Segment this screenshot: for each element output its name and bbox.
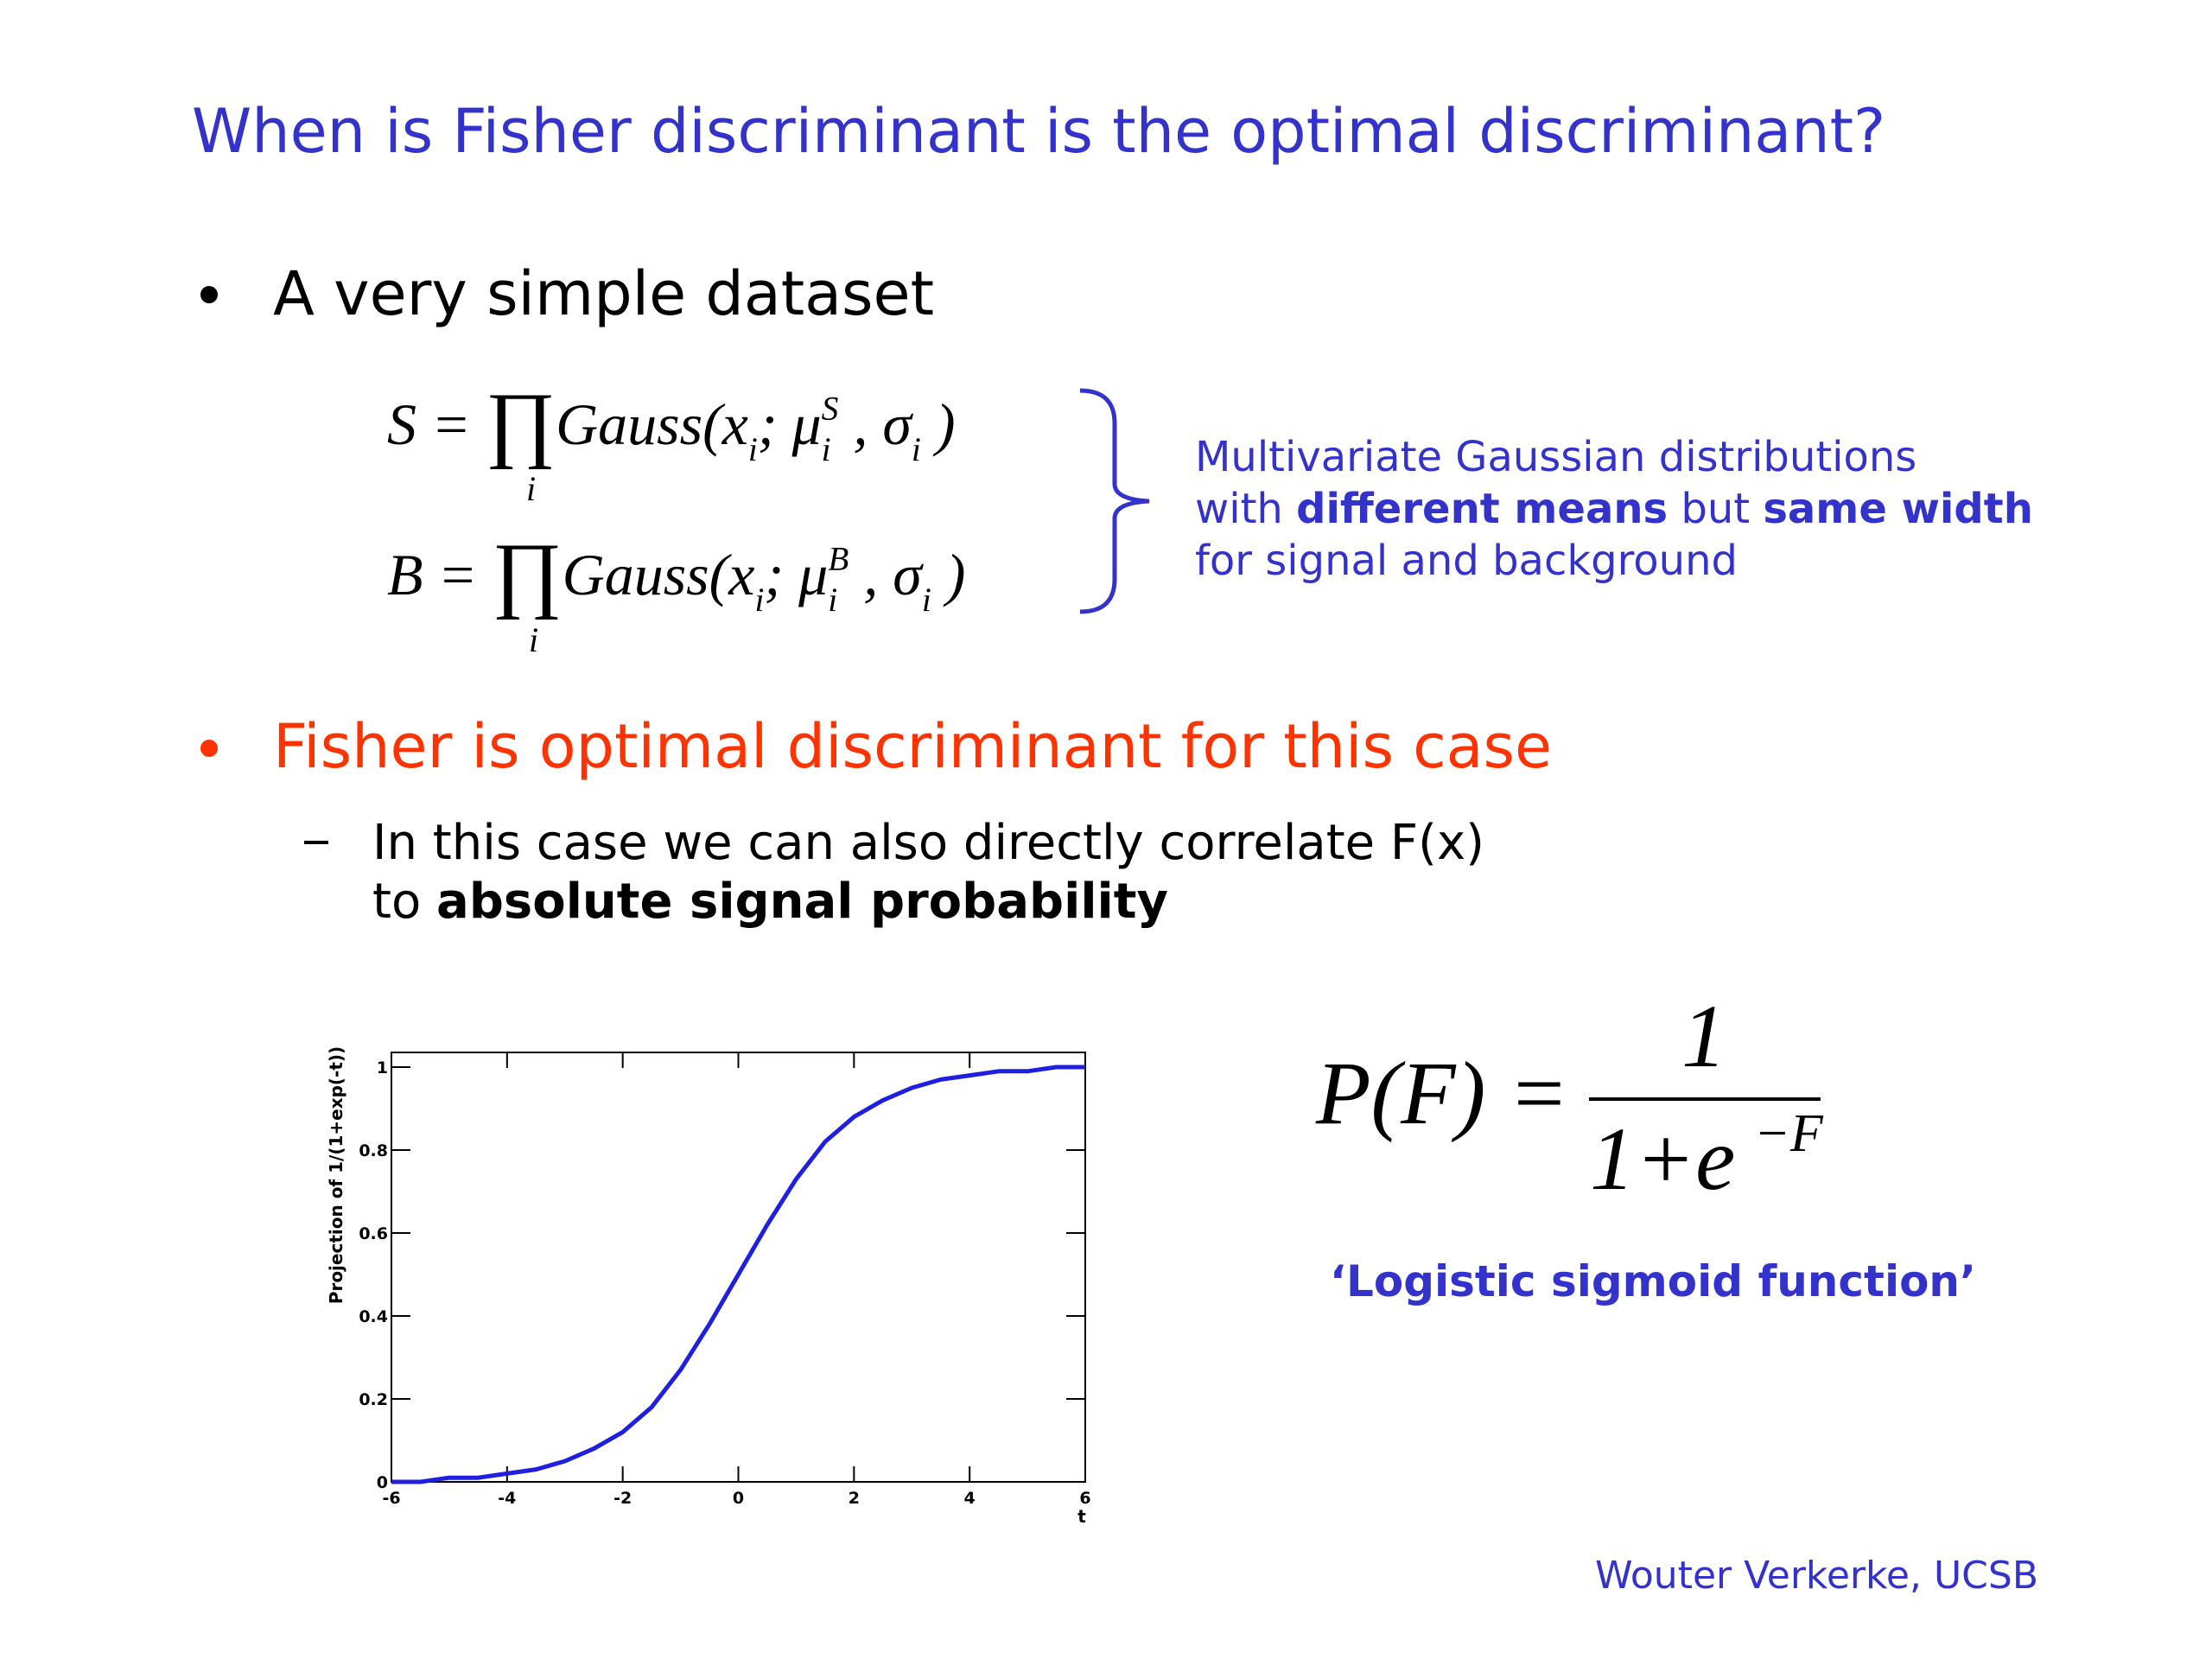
x-tick-label: -2 <box>613 1489 632 1508</box>
x-tick-label: 2 <box>849 1489 860 1508</box>
formula-exponent: −F <box>1754 1104 1824 1163</box>
formula-lhs: P(F) = <box>1315 1044 1569 1143</box>
text-run: i <box>912 430 921 468</box>
formula: S = ∏Gauss(xi; μiS , σi ) <box>387 376 956 470</box>
formula-denominator: 1+e <box>1590 1109 1735 1209</box>
bullet-text: A very simple dataset <box>273 258 934 329</box>
brace <box>1079 388 1150 614</box>
text-run: ∏ <box>492 526 562 620</box>
footer: Wouter Verkerke, UCSB <box>1595 1554 2038 1598</box>
y-tick-label: 0.8 <box>359 1141 388 1160</box>
text-run: i <box>754 581 764 619</box>
text-run: ) <box>931 542 966 607</box>
y-tick-label: 0.4 <box>359 1307 388 1326</box>
text-run: absolute signal probability <box>436 874 1168 930</box>
text-run: i <box>828 581 837 619</box>
text-run: i <box>822 430 831 468</box>
text-run: B = <box>387 542 492 607</box>
x-tick-label: 6 <box>1079 1489 1090 1508</box>
slide-title: When is Fisher discriminant is the optim… <box>192 96 1885 167</box>
y-tick-label: 0.2 <box>359 1390 388 1409</box>
text-run: with <box>1195 485 1296 533</box>
product-index: i <box>526 469 536 508</box>
x-tick-label: 4 <box>964 1489 976 1508</box>
text-run: , σ <box>838 391 913 457</box>
text-run: i <box>748 430 758 468</box>
x-tick-label: 0 <box>733 1489 744 1508</box>
text-run: Multivariate Gaussian distributions <box>1195 433 1916 481</box>
note-line: with different means but same width <box>1195 485 2033 533</box>
text-run: S <box>822 389 839 427</box>
note-line: for signal and background <box>1195 537 1738 585</box>
x-tick-label: -6 <box>382 1489 400 1508</box>
bullet-dot <box>200 286 218 303</box>
text-run: different means <box>1296 485 1668 533</box>
formula-numerator: 1 <box>1681 987 1726 1086</box>
y-tick-label: 1 <box>377 1058 388 1077</box>
text-run: i <box>922 581 931 619</box>
x-axis-label: t <box>1077 1506 1086 1527</box>
text-run: ∏ <box>486 376 556 470</box>
text-run: Gauss(x <box>563 542 755 607</box>
text-run: ; μ <box>764 542 828 607</box>
bullet-text: Fisher is optimal discriminant for this … <box>273 711 1552 782</box>
text-run: ) <box>921 391 956 457</box>
y-tick-label: 0.6 <box>359 1224 388 1243</box>
text-run: to <box>372 874 436 930</box>
y-tick-label: 0 <box>377 1473 388 1492</box>
text-run: In this case we can also directly correl… <box>372 815 1484 871</box>
sub-bullet-line: In this case we can also directly correl… <box>372 815 1484 871</box>
text-run: for signal and background <box>1195 537 1738 585</box>
sub-bullet-line: to absolute signal probability <box>372 874 1168 930</box>
bullet-dot <box>200 740 218 757</box>
formula: B = ∏Gauss(xi; μiB , σi ) <box>387 526 965 620</box>
text-run: but <box>1668 485 1763 533</box>
caption: ‘Logistic sigmoid function’ <box>1330 1256 1976 1306</box>
text-run: same width <box>1763 485 2033 533</box>
note-line: Multivariate Gaussian distributions <box>1195 433 1916 481</box>
curve <box>391 1065 1085 1484</box>
text-run: Gauss(x <box>556 391 748 457</box>
y-axis-label: Projection of 1/(1+exp(-t)) <box>326 1046 346 1304</box>
product-index: i <box>529 620 538 659</box>
text-run: ; μ <box>758 391 822 457</box>
text-run: B <box>828 539 849 577</box>
text-run: S = <box>387 391 486 457</box>
plot: -6 -4 -2 0 2 4 6 0 0.2 0.4 0.6 0.8 1 t Projection of 1… <box>326 1046 1091 1527</box>
text-run: , σ <box>849 542 924 607</box>
x-tick-label: -4 <box>498 1489 516 1508</box>
